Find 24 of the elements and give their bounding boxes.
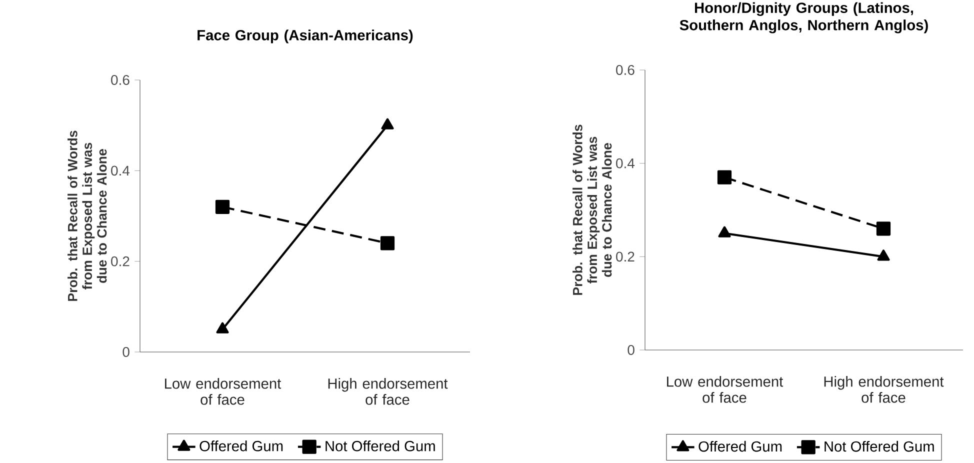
y-axis-title: Prob. that Recall of Words from Exposed List was due to Chance Alone: [68, 130, 107, 301]
point: [380, 236, 395, 250]
y-tick-label: 0.4: [111, 166, 130, 176]
x-tick-label: High endorsement of face: [824, 376, 944, 403]
y-tick-label: 0: [628, 345, 634, 355]
point: [215, 200, 230, 214]
y-axis-title: Prob. that Recall of Words from Exposed List was due to Chance Alone: [572, 124, 612, 295]
legend-label: Offered Gum: [200, 440, 283, 452]
y-tick-label: 0.6: [111, 75, 130, 85]
chart-title: Face Group (Asian-Americans): [198, 30, 413, 44]
legend-label: Not Offered Gum: [326, 440, 435, 452]
x-tick-label: High endorsement of face: [328, 378, 448, 405]
y-tick-label: 0.4: [616, 158, 635, 168]
x-tick-label: Low endorsement of face: [165, 378, 282, 405]
chart-title: Honor/Dignity Groups (Latinos, Southern Anglos, Northern Anglos): [680, 2, 928, 34]
point: [717, 170, 732, 184]
y-tick-label: 0.2: [616, 252, 634, 262]
x-tick-label: Low endorsement of face: [667, 376, 784, 403]
y-tick-label: 0.2: [111, 256, 130, 266]
y-tick-label: 0: [122, 347, 130, 357]
legend-label: Not Offered Gum: [824, 440, 934, 452]
point: [876, 222, 891, 236]
y-tick-label: 0.6: [616, 65, 634, 75]
legend-label: Offered Gum: [698, 440, 782, 452]
